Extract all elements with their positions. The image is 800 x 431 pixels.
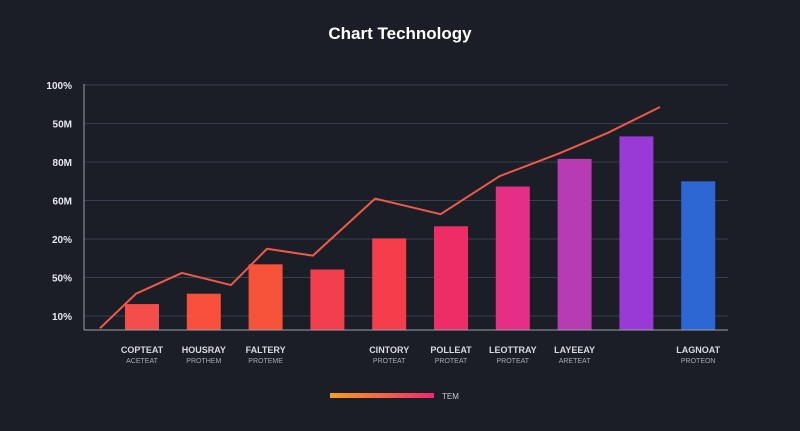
x-tick-label: LAGNOAT xyxy=(676,345,720,355)
bars xyxy=(125,136,716,330)
y-axis: 10% 50% 20% 60M 80M 50M 100% xyxy=(46,81,72,323)
bar xyxy=(557,158,592,330)
x-tick-sublabel: PROTEAT xyxy=(373,358,406,365)
y-tick-label: 50M xyxy=(53,120,72,131)
x-tick-label: COPTEAT xyxy=(121,345,164,355)
y-tick-label: 50% xyxy=(52,274,72,285)
axes xyxy=(83,84,728,331)
trend-line xyxy=(99,106,661,329)
bar xyxy=(372,238,407,330)
y-tick-label: 80M xyxy=(53,158,72,169)
y-tick-label: 60M xyxy=(53,197,72,208)
bar xyxy=(495,186,530,330)
x-tick-sublabel: PROTEME xyxy=(248,358,283,365)
y-tick-label: 100% xyxy=(46,81,72,92)
trend-line-layer xyxy=(99,106,661,329)
legend: TEM xyxy=(330,392,459,401)
x-tick-sublabel: ACETEAT xyxy=(126,358,158,365)
bar xyxy=(619,136,654,330)
y-tick-label: 10% xyxy=(52,312,72,323)
x-tick-label: LAYEEAY xyxy=(554,345,595,355)
bar xyxy=(186,293,221,330)
x-tick-label: LEOTTRAY xyxy=(489,345,537,355)
x-tick-sublabel: PROTEON xyxy=(681,358,716,365)
x-tick-label: HOUSRAY xyxy=(182,345,226,355)
bar xyxy=(248,264,283,330)
y-tick-label: 20% xyxy=(52,235,72,246)
x-tick-label: FALTERY xyxy=(246,345,286,355)
bar xyxy=(434,226,468,330)
bar xyxy=(681,181,716,330)
x-tick-sublabel: ARETEAT xyxy=(559,358,591,365)
chart-title: Chart Technology xyxy=(328,24,472,43)
legend-swatch xyxy=(330,393,434,398)
bar xyxy=(310,269,345,330)
legend-label: TEM xyxy=(442,392,459,401)
x-tick-sublabel: PROTEAT xyxy=(497,358,530,365)
x-tick-sublabel: PROTEAT xyxy=(435,358,468,365)
x-axis: COPTEAT ACETEAT HOUSRAY PROTHEM FALTERY PROTE… xyxy=(121,345,721,365)
x-tick-label: POLLEAT xyxy=(430,345,472,355)
bar xyxy=(125,304,159,330)
x-tick-label: CINTORY xyxy=(369,345,409,355)
x-tick-sublabel: PROTHEM xyxy=(186,358,221,365)
